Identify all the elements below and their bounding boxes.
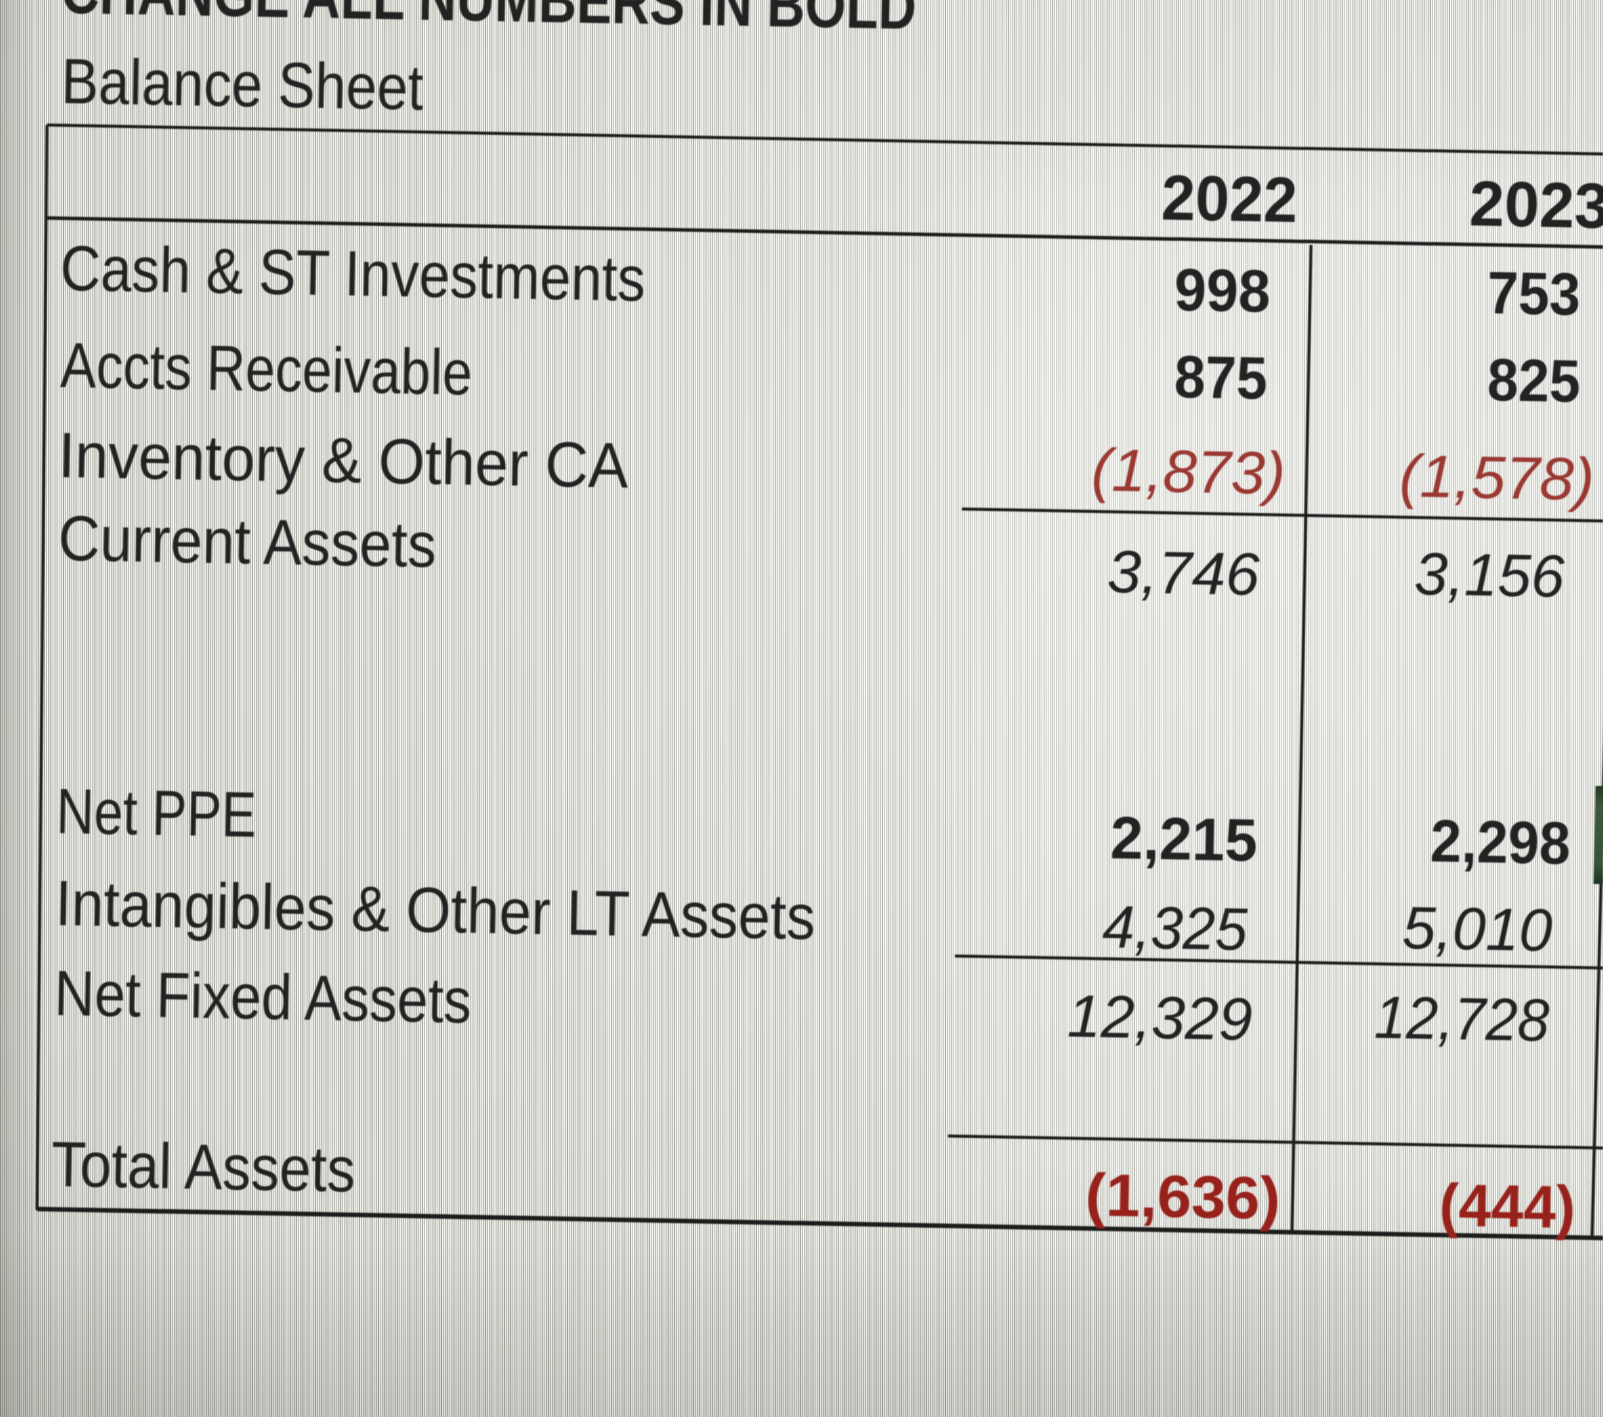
svg-text:12,728: 12,728	[1374, 984, 1551, 1054]
svg-text:(1,578): (1,578)	[1399, 442, 1595, 513]
svg-text:753: 753	[1487, 259, 1581, 328]
svg-text:2,298: 2,298	[1430, 807, 1571, 877]
svg-text:Inventory & Other CA: Inventory & Other CA	[58, 419, 630, 502]
svg-text:(444): (444)	[1439, 1171, 1576, 1241]
svg-text:4,325: 4,325	[1102, 893, 1249, 963]
svg-text:998: 998	[1174, 256, 1271, 325]
svg-text:Net PPE: Net PPE	[56, 775, 257, 851]
svg-text:Cash & ST Investments: Cash & ST Investments	[60, 232, 646, 315]
svg-text:2,215: 2,215	[1110, 804, 1258, 874]
svg-text:3,156: 3,156	[1414, 540, 1566, 610]
svg-text:825: 825	[1487, 346, 1581, 415]
svg-text:Balance Sheet: Balance Sheet	[61, 45, 424, 124]
svg-text:Net Fixed Assets: Net Fixed Assets	[54, 957, 472, 1037]
svg-text:(1,873): (1,873)	[1091, 436, 1286, 507]
svg-text:Intangibles & Other LT Assets: Intangibles & Other LT Assets	[55, 867, 816, 953]
svg-text:(1,636): (1,636)	[1085, 1161, 1281, 1232]
svg-text:Total Assets: Total Assets	[51, 1128, 356, 1206]
svg-text:3,746: 3,746	[1107, 538, 1261, 608]
svg-text:5,010: 5,010	[1402, 894, 1553, 964]
svg-text:12,329: 12,329	[1067, 983, 1253, 1053]
svg-text:Accts Receivable: Accts Receivable	[60, 329, 473, 409]
svg-text:Current Assets: Current Assets	[58, 502, 437, 581]
svg-text:875: 875	[1174, 343, 1268, 412]
svg-text:2023: 2023	[1469, 167, 1603, 242]
svg-text:2022: 2022	[1161, 161, 1298, 236]
